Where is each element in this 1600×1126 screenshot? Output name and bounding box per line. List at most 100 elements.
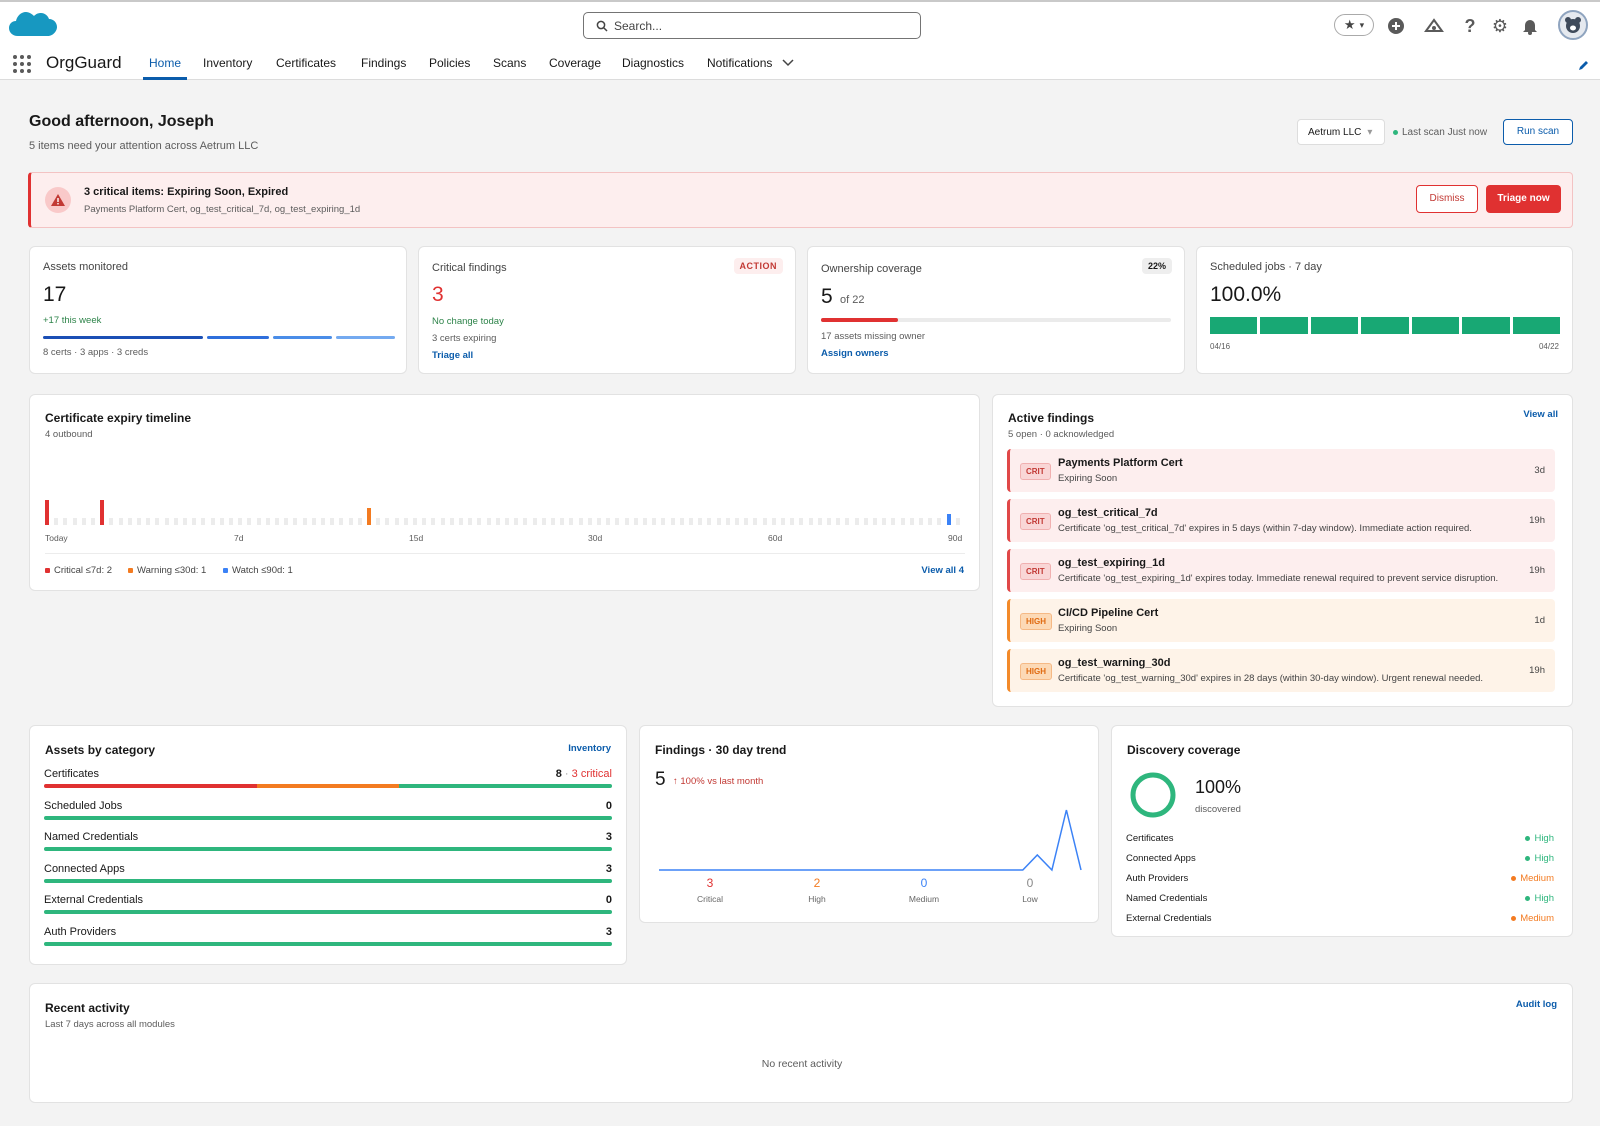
- discovery-level: High: [1525, 833, 1554, 844]
- run-scan-button[interactable]: Run scan: [1503, 119, 1573, 145]
- tab-certificates[interactable]: Certificates: [276, 56, 337, 70]
- category-row[interactable]: Auth Providers 3: [44, 926, 612, 954]
- finding-detail: Expiring Soon: [1058, 623, 1118, 634]
- tab-inventory[interactable]: Inventory: [203, 56, 253, 70]
- kpi-ownership-card: Ownership coverage 22% 5 of 22 17 assets…: [807, 246, 1185, 374]
- category-name: Connected Apps: [44, 862, 125, 875]
- favorites-star-icon[interactable]: ★ ▾: [1334, 14, 1374, 36]
- timeline-day-slot: [928, 518, 933, 525]
- discovery-item-name: Auth Providers: [1126, 873, 1189, 884]
- kpi-jobs-card: Scheduled jobs · 7 day 100.0% 04/16 04/2…: [1196, 246, 1573, 374]
- trailhead-icon[interactable]: [1422, 14, 1446, 38]
- tab-notifications[interactable]: Notifications: [707, 56, 773, 70]
- finding-row[interactable]: CRIT og_test_critical_7d Certificate 'og_t…: [1007, 499, 1555, 542]
- kpi-assets-value: 17: [43, 283, 67, 306]
- expiry-marker-critical[interactable]: [100, 500, 105, 525]
- timeline-day-slot: [863, 518, 868, 525]
- triage-now-button[interactable]: Triage now: [1486, 185, 1561, 213]
- category-row[interactable]: Named Credentials 3: [44, 831, 612, 859]
- timeline-day-slot: [495, 518, 500, 525]
- finding-row[interactable]: CRIT Payments Platform Cert Expiring Soon 3…: [1007, 449, 1555, 492]
- timeline-day-slot: [845, 518, 850, 525]
- category-row[interactable]: Scheduled Jobs 0: [44, 800, 612, 828]
- segment-creds: [273, 336, 332, 339]
- severity-count-critical: 3 Critical: [690, 876, 730, 904]
- inventory-link[interactable]: Inventory: [568, 743, 611, 754]
- tab-diagnostics[interactable]: Diagnostics: [622, 56, 685, 70]
- severity-badge: HIGH: [1020, 613, 1052, 630]
- view-all-timeline-link[interactable]: View all 4: [921, 565, 964, 576]
- finding-row[interactable]: HIGH og_test_warning_30d Certificate 'og_t…: [1007, 649, 1555, 692]
- avatar[interactable]: [1558, 10, 1588, 40]
- timeline-strip: [45, 500, 965, 525]
- finding-title: CI/CD Pipeline Cert: [1058, 607, 1159, 619]
- expiry-timeline-card: Certificate expiry timeline 4 outbound T…: [29, 394, 980, 591]
- assign-owners-link[interactable]: Assign owners: [821, 348, 889, 359]
- legend-watch: Watch ≤90d: 1: [223, 565, 293, 576]
- app-launcher-icon[interactable]: [12, 54, 32, 74]
- tab-home[interactable]: Home: [143, 56, 188, 80]
- org-select[interactable]: Aetrum LLC ▾: [1297, 119, 1385, 145]
- kpi-critical-note: 3 certs expiring: [432, 333, 497, 344]
- timeline-day-slot: [54, 518, 59, 525]
- timeline-day-slot: [431, 518, 436, 525]
- critical-alert-banner: 3 critical items: Expiring Soon, Expired…: [28, 172, 1573, 228]
- triage-all-link[interactable]: Triage all: [432, 350, 474, 361]
- jobs-end-date: 04/22: [1538, 342, 1559, 351]
- finding-row[interactable]: CRIT og_test_expiring_1d Certificate 'og_t…: [1007, 549, 1555, 592]
- audit-log-link[interactable]: Audit log: [1515, 999, 1557, 1010]
- findings-view-all-link[interactable]: View all: [1523, 409, 1558, 420]
- bell-icon[interactable]: [1518, 14, 1542, 38]
- kpi-assets-delta: +17 this week: [43, 315, 102, 326]
- global-search-input[interactable]: Search...: [583, 12, 921, 39]
- discovery-level: Medium: [1511, 873, 1554, 884]
- timeline-day-slot: [403, 518, 408, 525]
- tab-findings[interactable]: Findings: [361, 56, 407, 70]
- discovery-coverage-card: Discovery coverage 100% discovered Certi…: [1111, 725, 1573, 937]
- discovery-row: External Credentials Medium: [1126, 913, 1554, 929]
- trend-value: 5: [655, 769, 666, 790]
- finding-row[interactable]: HIGH CI/CD Pipeline Cert Expiring Soon 1d: [1007, 599, 1555, 642]
- tab-scans[interactable]: Scans: [493, 56, 527, 70]
- dismiss-button[interactable]: Dismiss: [1416, 185, 1478, 213]
- search-icon: [596, 20, 608, 32]
- category-row[interactable]: Certificates 8 · 3 critical: [44, 768, 612, 796]
- timeline-day-slot: [698, 518, 703, 525]
- job-day-bar: [1512, 317, 1560, 334]
- chevron-down-icon[interactable]: [782, 58, 794, 68]
- finding-detail: Certificate 'og_test_expiring_1d' expire…: [1058, 573, 1499, 584]
- timeline-day-slot: [817, 518, 822, 525]
- timeline-day-slot: [882, 518, 887, 525]
- category-bar: [44, 784, 612, 788]
- page-subtitle: 5 items need your attention across Aetru…: [29, 140, 259, 152]
- timeline-day-slot: [183, 518, 187, 525]
- expiry-marker-warning[interactable]: [367, 508, 371, 525]
- alert-title: 3 critical items: Expiring Soon, Expired: [84, 186, 289, 198]
- kpi-ownership-label: Ownership coverage: [821, 263, 922, 275]
- add-icon[interactable]: [1384, 14, 1408, 38]
- timeline-day-slot: [900, 518, 905, 525]
- help-icon[interactable]: ?: [1464, 15, 1476, 36]
- expiry-marker-watch[interactable]: [946, 514, 951, 525]
- tab-policies[interactable]: Policies: [429, 56, 471, 70]
- category-count: 0: [605, 894, 612, 906]
- timeline-day-slot: [891, 518, 896, 525]
- kpi-assets-label: Assets monitored: [43, 261, 128, 273]
- category-row[interactable]: Connected Apps 3: [44, 863, 612, 891]
- timeline-day-slot: [919, 518, 923, 525]
- tab-coverage[interactable]: Coverage: [549, 56, 602, 70]
- timeline-day-slot: [109, 518, 114, 525]
- category-row[interactable]: External Credentials 0: [44, 894, 612, 922]
- discovery-label: discovered: [1195, 804, 1241, 815]
- edit-nav-pencil-icon[interactable]: [1578, 59, 1590, 71]
- timeline-day-slot: [615, 518, 620, 525]
- discovery-row: Auth Providers Medium: [1126, 873, 1554, 889]
- recent-activity-card: Recent activity Last 7 days across all m…: [29, 983, 1573, 1103]
- page-title: Good afternoon, Joseph: [29, 113, 214, 130]
- gear-icon[interactable]: ⚙: [1491, 15, 1509, 36]
- timeline-day-slot: [836, 518, 841, 525]
- tick-today: Today: [45, 533, 68, 543]
- expiry-marker-critical[interactable]: [45, 500, 49, 525]
- timeline-day-slot: [201, 518, 206, 525]
- salesforce-logo-icon[interactable]: [8, 8, 58, 42]
